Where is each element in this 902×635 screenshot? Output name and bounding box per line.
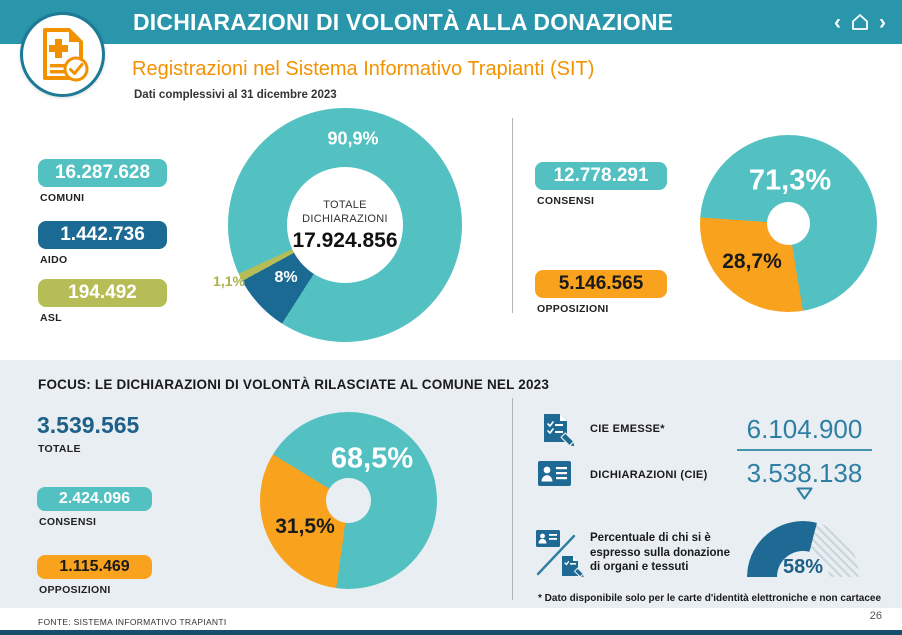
donut-sit-outcome: 71,3% 28,7% [700, 135, 877, 312]
cie-document-pencil-icon [540, 412, 577, 451]
slice-label-aido: 8% [274, 269, 298, 286]
cie-emesse-value: 6.104.900 [746, 414, 863, 444]
slice-label-opposizioni-focus: 31,5% [275, 515, 335, 538]
home-icon[interactable] [850, 12, 870, 32]
focus-consensi-label: CONSENSI [39, 516, 97, 528]
center-label-1: TOTALE [323, 198, 367, 211]
focus-opposizioni-label: OPPOSIZIONI [39, 584, 111, 596]
gauge-value-label: 58% [782, 556, 824, 578]
top-section-divider [512, 118, 513, 313]
section-badge [20, 12, 105, 97]
dichiarazioni-cie-label: DICHIARAZIONI (CIE) [590, 469, 708, 481]
footnote: * Dato disponibile solo per le carte d'i… [538, 593, 882, 604]
cie-divider-line [737, 449, 872, 451]
stat-comuni-value: 16.287.628 [38, 159, 167, 187]
gauge-description: Percentuale di chi si è espresso sulla d… [590, 532, 730, 573]
stat-aido-value: 1.442.736 [38, 221, 167, 249]
stat-consensi-value: 12.778.291 [535, 162, 667, 190]
triangle-down-icon [796, 487, 813, 505]
focus-title: FOCUS: LE DICHIARAZIONI DI VOLONTÀ RILAS… [38, 377, 550, 392]
stat-asl-value: 194.492 [38, 279, 167, 307]
page-number: 26 [869, 610, 882, 622]
page-title: DICHIARAZIONI DI VOLONTÀ ALLA DONAZIONE [133, 9, 674, 35]
donut-total-declarations: 90,9% 8% TOTALE DICHIARAZIONI 17.924.856 [228, 108, 462, 342]
source-note: FONTE: SISTEMA INFORMATIVO TRAPIANTI [38, 617, 227, 627]
center-label-2: DICHIARAZIONI [302, 212, 388, 225]
header-bar [0, 0, 902, 44]
slice-label-asl: 1,1% [213, 273, 245, 289]
donation-document-icon [37, 26, 89, 84]
stat-opposizioni-value: 5.146.565 [535, 270, 667, 298]
donut-center [326, 478, 371, 523]
ratio-card-document-icon [534, 528, 586, 583]
slide-navigation: ‹ › [834, 0, 886, 44]
donut-center [767, 202, 810, 245]
stat-aido-label: AIDO [40, 254, 68, 266]
focus-consensi-value: 2.424.096 [37, 487, 152, 511]
slice-label-opposizioni: 28,7% [722, 250, 782, 273]
focus-total-label: TOTALE [38, 443, 81, 455]
stat-opposizioni-label: OPPOSIZIONI [537, 303, 609, 315]
next-arrow-icon[interactable]: › [879, 10, 886, 34]
slice-label-consensi-focus: 68,5% [330, 442, 414, 475]
focus-opposizioni-value: 1.115.469 [37, 555, 152, 579]
prev-arrow-icon[interactable]: ‹ [834, 10, 841, 34]
id-card-icon [538, 461, 571, 491]
gauge-expressed-percentage [747, 521, 859, 577]
stat-consensi-label: CONSENSI [537, 195, 595, 207]
focus-section-divider [512, 398, 513, 600]
donut-focus-comune: 68,5% 31,5% [260, 412, 437, 589]
stat-asl-label: ASL [40, 312, 62, 324]
stat-comuni-label: COMUNI [40, 192, 85, 204]
slice-label-consensi: 71,3% [748, 164, 832, 197]
date-note: Dati complessivi al 31 dicembre 2023 [134, 89, 337, 101]
subtitle: Registrazioni nel Sistema Informativo Tr… [132, 58, 595, 80]
donut-center: TOTALE DICHIARAZIONI 17.924.856 [287, 167, 403, 283]
slice-label-comuni: 90,9% [327, 128, 379, 149]
dichiarazioni-cie-value: 3.538.138 [746, 458, 863, 488]
focus-total-value: 3.539.565 [37, 412, 140, 438]
cie-emesse-label: CIE EMESSE* [590, 423, 665, 435]
center-total-value: 17.924.856 [292, 228, 398, 252]
bottom-bar [0, 630, 902, 635]
